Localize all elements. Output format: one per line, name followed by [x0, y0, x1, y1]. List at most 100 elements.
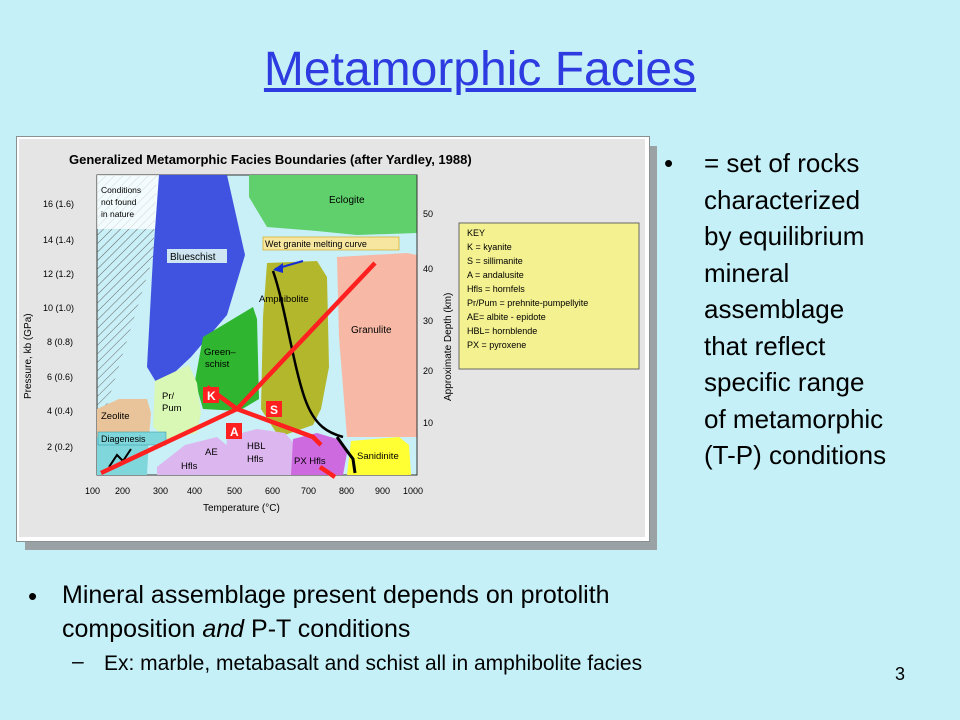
marker-k: K	[207, 389, 216, 403]
diagenesis-label: Diagenesis	[101, 434, 146, 444]
marker-k-box	[203, 387, 219, 403]
blueschist-label-bg	[167, 249, 227, 263]
example-text: Ex: marble, metabasalt and schist all in…	[104, 652, 643, 675]
granulite-region	[337, 253, 417, 437]
assemblage-line-2-pre: composition	[62, 615, 203, 643]
granulite-label: Granulite	[351, 325, 392, 336]
key-item: Pr/Pum = prehnite-pumpellyite	[467, 298, 588, 308]
assemblage-line-1: Mineral assemblage present depends on pr…	[62, 581, 610, 609]
y-axis-label-depth: Approximate Depth (km)	[443, 293, 454, 401]
assemblage-emphasis: and	[202, 615, 245, 643]
zeolite-region	[97, 399, 151, 437]
bullet-dot: •	[664, 148, 674, 178]
y-tick-16: 16 (1.6)	[43, 199, 74, 209]
y-tick-10: 10 (1.0)	[43, 303, 74, 313]
sub-bullet-dash: –	[72, 650, 84, 673]
not-found-line-1: Conditions	[101, 185, 141, 195]
blueschist-region	[147, 175, 245, 387]
x-tick-800: 800	[339, 486, 354, 496]
prpum-label-2: Pum	[162, 403, 182, 414]
definition-line: of metamorphic	[704, 403, 884, 434]
wet-granite-label-bg	[262, 236, 400, 251]
ae-hfls-label-1: AE	[205, 447, 218, 458]
wet-granite-arrowhead	[273, 263, 283, 273]
greenschist-label-2: schist	[205, 359, 230, 370]
assemblage-line-2-post: P-T conditions	[244, 615, 411, 643]
px-hfls-label: PX Hfls	[294, 456, 326, 467]
depth-tick-30: 30	[423, 316, 433, 326]
marker-s-box	[266, 401, 282, 417]
key-item: HBL= hornblende	[467, 326, 537, 336]
x-tick-900: 900	[375, 486, 390, 496]
diagenesis-arrow	[108, 448, 132, 468]
depth-tick-50: 50	[423, 209, 433, 219]
definition-line: that reflect	[704, 330, 826, 361]
not-found-region	[97, 175, 157, 437]
greenschist-region	[195, 307, 259, 411]
y-tick-6: 6 (0.6)	[47, 372, 73, 382]
definition-line: mineral	[704, 257, 790, 288]
prpum-region	[153, 365, 201, 439]
y-tick-14: 14 (1.4)	[43, 235, 74, 245]
x-tick-1000: 1000	[403, 486, 423, 496]
key-item: S = sillimanite	[467, 256, 523, 266]
definition-line: characterized	[704, 184, 861, 215]
depth-ticks: 10 20 30 40 50	[423, 209, 433, 428]
blueschist-label: Blueschist	[170, 252, 216, 263]
kyanite-sillimanite-line	[235, 261, 377, 411]
y-tick-8: 8 (0.8)	[47, 337, 73, 347]
ae-hfls-region	[157, 437, 231, 475]
page-number: 3	[895, 664, 906, 684]
key-box	[458, 222, 640, 370]
pressure-ticks: 2 (0.2) 4 (0.4) 6 (0.6) 8 (0.8) 10 (1.0)…	[43, 199, 74, 452]
facies-diagram-svg: Generalized Metamorphic Facies Boundarie…	[19, 139, 645, 537]
facies-definition-text: = set of rocks characterized by equilibr…	[704, 145, 886, 474]
px-hfls-region	[291, 433, 347, 475]
depth-tick-40: 40	[423, 264, 433, 274]
hbl-hfls-label-2: Hfls	[247, 454, 264, 465]
x-tick-300: 300	[153, 486, 168, 496]
assemblage-bullet: • Mineral assemblage present depends on …	[28, 578, 928, 678]
key-item: Hfls = hornfels	[467, 284, 525, 294]
definition-line: assemblage	[704, 294, 845, 324]
ae-hfls-label-2: Hfls	[181, 461, 198, 472]
y-tick-12: 12 (1.2)	[43, 269, 74, 279]
x-tick-200: 200	[115, 486, 130, 496]
not-found-line-2: not found	[101, 197, 137, 207]
facies-diagram: Generalized Metamorphic Facies Boundarie…	[16, 136, 650, 542]
facies-definition-bullet: • = set of rocks characterized by equili…	[664, 145, 954, 474]
x-tick-100: 100	[85, 486, 100, 496]
definition-line: specific range	[704, 367, 865, 397]
wet-granite-curve	[271, 270, 344, 439]
key-heading: KEY	[467, 228, 485, 238]
key-item: K = kyanite	[467, 242, 512, 252]
wet-granite-label: Wet granite melting curve	[265, 239, 367, 249]
figure-title: Generalized Metamorphic Facies Boundarie…	[69, 152, 472, 167]
y-tick-2: 2 (0.2)	[47, 442, 73, 452]
x-axis-label: Temperature (°C)	[203, 503, 280, 514]
key-item: A = andalusite	[467, 270, 524, 280]
temperature-ticks: 100 200 300 400 500 600 700 800 900 1000	[85, 486, 423, 496]
marker-a: A	[230, 425, 239, 439]
x-tick-400: 400	[187, 486, 202, 496]
depth-tick-20: 20	[423, 366, 433, 376]
andalusite-line-tail	[318, 465, 337, 479]
solidus-curve-tail	[335, 436, 357, 474]
definition-line: = set of rocks	[704, 148, 860, 178]
x-tick-500: 500	[227, 486, 242, 496]
hbl-hfls-region	[225, 429, 297, 475]
sanidinite-region	[347, 437, 411, 475]
x-tick-700: 700	[301, 486, 316, 496]
aluminosilicate-lines	[100, 406, 323, 476]
greenschist-label-1: Green–	[204, 347, 236, 358]
not-found-label-bg	[97, 175, 159, 229]
depth-tick-10: 10	[423, 418, 433, 428]
diagenesis-label-bg	[97, 431, 167, 446]
eclogite-label: Eclogite	[329, 195, 365, 206]
zeolite-label: Zeolite	[101, 411, 130, 422]
y-tick-4: 4 (0.4)	[47, 406, 73, 416]
marker-a-box	[226, 423, 242, 439]
amphibolite-label: Amphibolite	[259, 294, 309, 305]
y-axis-label-pressure: Pressure, kb (GPa)	[23, 313, 34, 399]
x-tick-600: 600	[265, 486, 280, 496]
